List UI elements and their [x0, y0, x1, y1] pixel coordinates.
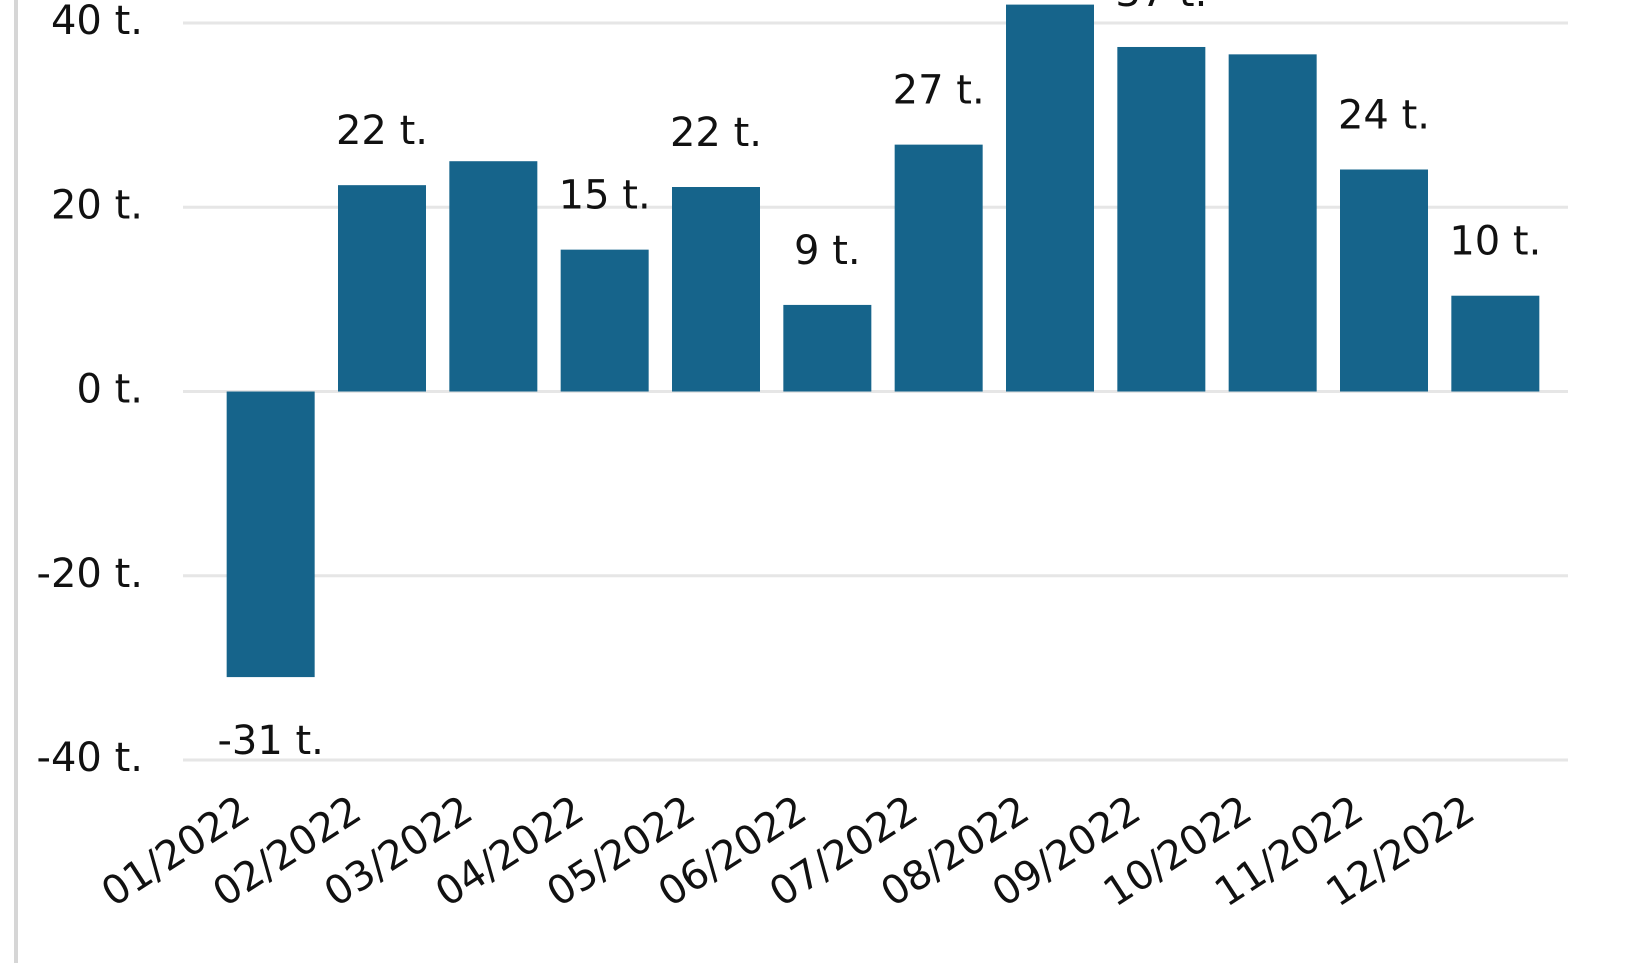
bar: [226, 391, 315, 678]
y-tick-label: -40 t.: [37, 735, 143, 781]
data-label: 9 t.: [794, 228, 861, 274]
bar: [1340, 169, 1428, 392]
data-label: 24 t.: [1338, 93, 1430, 139]
bar: [560, 249, 649, 392]
data-label: 22 t.: [670, 110, 762, 156]
bar: [894, 144, 983, 392]
bar: [449, 161, 538, 392]
y-tick-label: 40 t.: [51, 0, 143, 44]
bar: [1451, 295, 1540, 392]
bar: [1006, 4, 1094, 392]
y-tick-label: -20 t.: [37, 551, 143, 597]
y-tick-label: 20 t.: [51, 182, 143, 228]
data-label: 27 t.: [893, 68, 985, 114]
bar: [338, 185, 426, 392]
data-label: 10 t.: [1449, 219, 1541, 265]
bar: [1228, 54, 1317, 392]
data-label: 15 t.: [559, 173, 651, 219]
bar: [1117, 46, 1206, 392]
bar: [783, 304, 872, 392]
data-label: -31 t.: [217, 718, 323, 764]
data-label: 22 t.: [336, 108, 428, 154]
data-label: 37 t.: [1115, 0, 1207, 16]
y-tick-label: 0 t.: [76, 367, 143, 413]
bar: [672, 187, 760, 392]
